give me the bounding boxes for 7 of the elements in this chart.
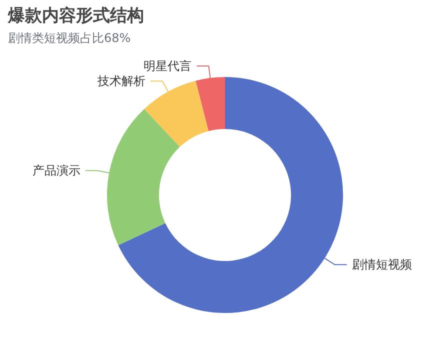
donut-slice xyxy=(144,80,209,147)
slice-label: 技术解析 xyxy=(96,74,146,88)
chart-subtitle: 剧情类短视频占比68% xyxy=(8,30,131,47)
slice-label: 剧情短视频 xyxy=(352,258,412,272)
chart-title: 爆款内容形式结构 xyxy=(8,5,144,27)
slice-label: 产品演示 xyxy=(32,164,80,178)
slice-label: 明星代言 xyxy=(144,59,192,74)
